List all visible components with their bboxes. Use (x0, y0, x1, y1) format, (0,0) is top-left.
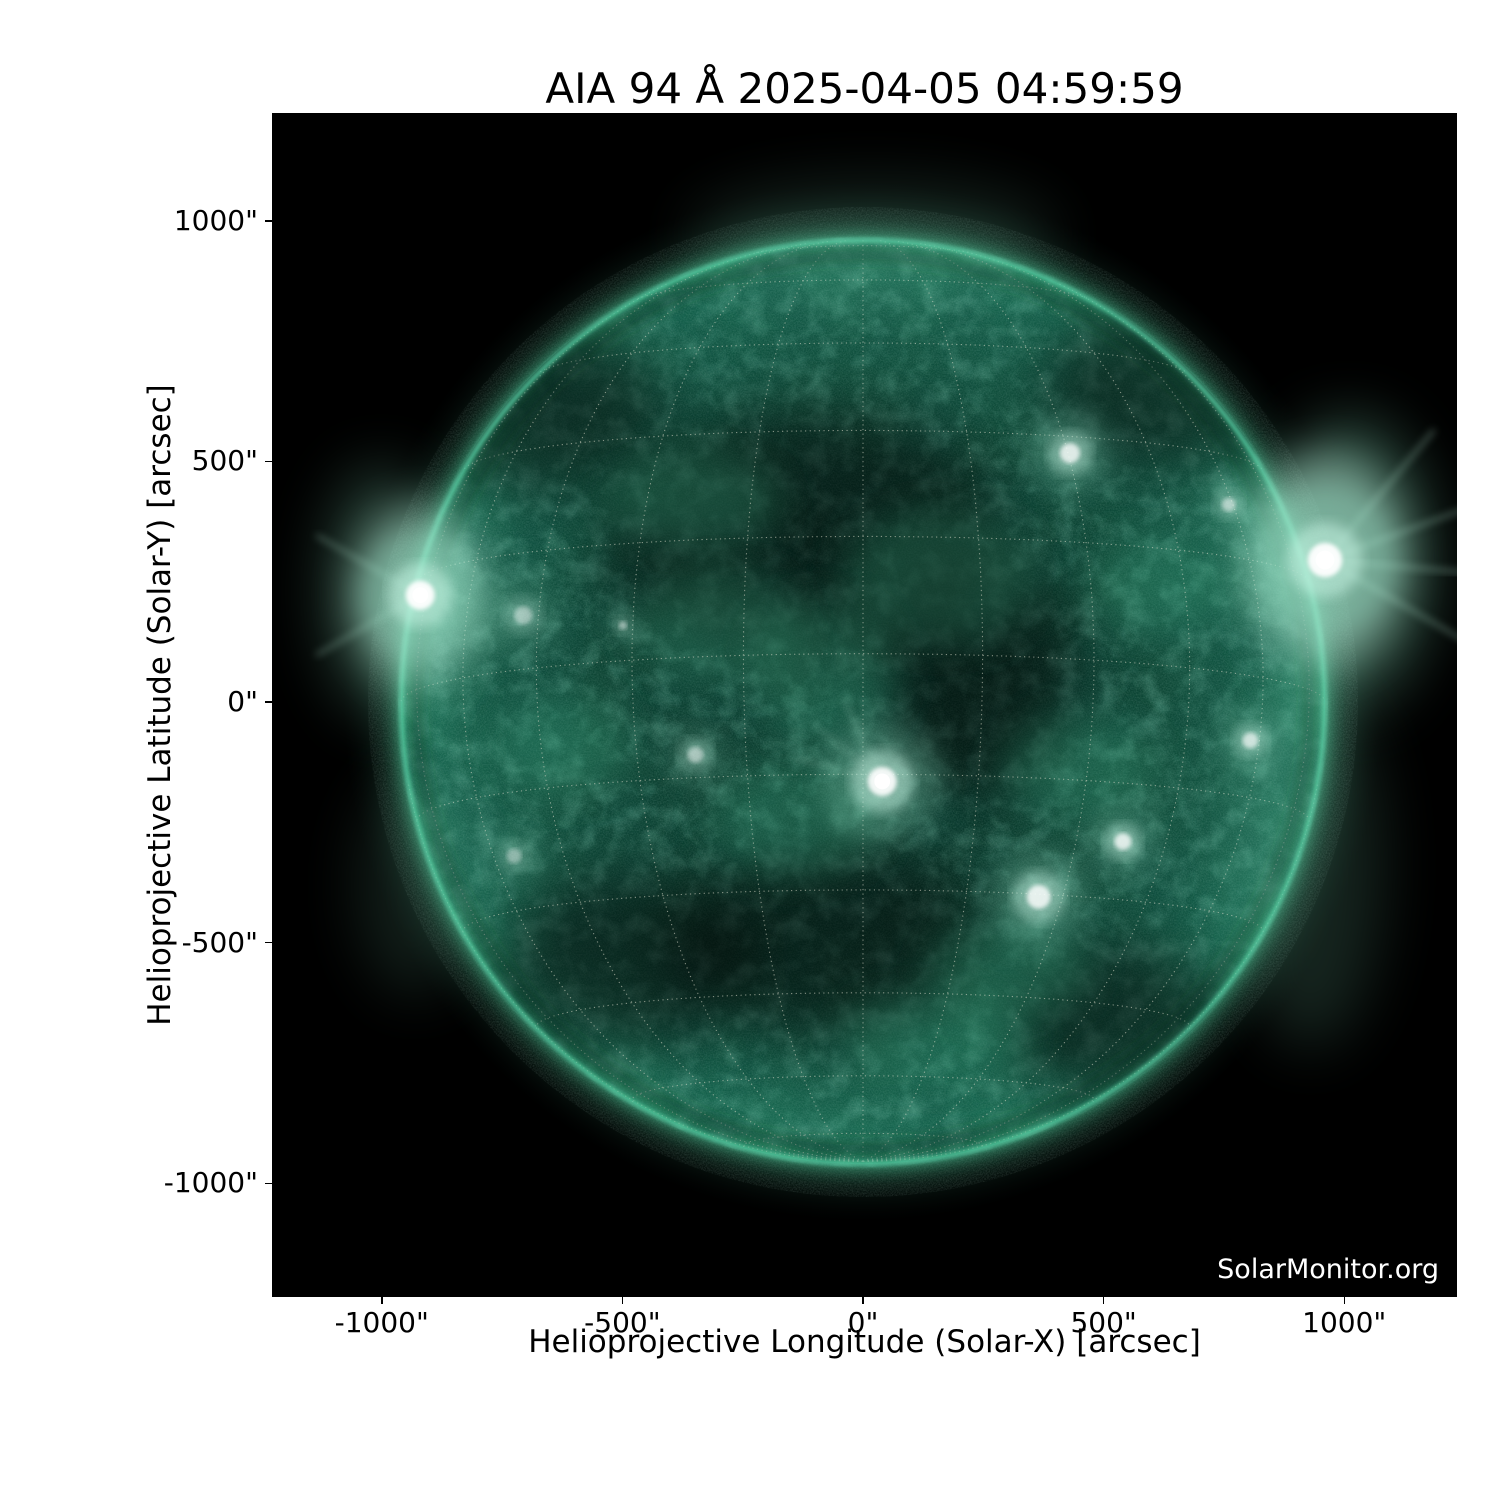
x-tick-label: 500" (1070, 1306, 1137, 1339)
bright-cloud-patches (497, 451, 1234, 1083)
y-tick-mark (265, 1182, 272, 1184)
y-tick-label: -500" (181, 925, 258, 959)
y-tick-mark (265, 460, 272, 463)
x-tick-label: 1000" (1302, 1306, 1387, 1339)
x-tick-mark (381, 1297, 383, 1304)
active-regions (300, 411, 1457, 947)
x-tick-label: 0" (847, 1306, 879, 1339)
watermark: SolarMonitor.org (1217, 1254, 1439, 1285)
x-tick-label: -500" (584, 1306, 661, 1339)
plot-area: SolarMonitor.org (272, 113, 1457, 1297)
x-tick-mark (1343, 1297, 1345, 1304)
x-tick-mark (862, 1297, 864, 1304)
y-tick-label: 500" (191, 444, 258, 478)
y-tick-mark (265, 220, 272, 222)
y-tick-label: -1000" (163, 1166, 258, 1200)
x-tick-label: -1000" (334, 1306, 429, 1339)
x-axis-label: Helioprojective Longitude (Solar-X) [arc… (528, 1324, 1201, 1360)
y-tick-mark (265, 941, 272, 944)
y-tick-label: 1000" (173, 203, 258, 237)
y-tick-label: 0" (227, 685, 258, 718)
x-tick-mark (621, 1297, 624, 1304)
x-tick-mark (1102, 1297, 1105, 1304)
plot-title: AIA 94 Å 2025-04-05 04:59:59 (545, 64, 1184, 113)
y-tick-mark (265, 701, 272, 703)
solar-image (272, 113, 1457, 1297)
